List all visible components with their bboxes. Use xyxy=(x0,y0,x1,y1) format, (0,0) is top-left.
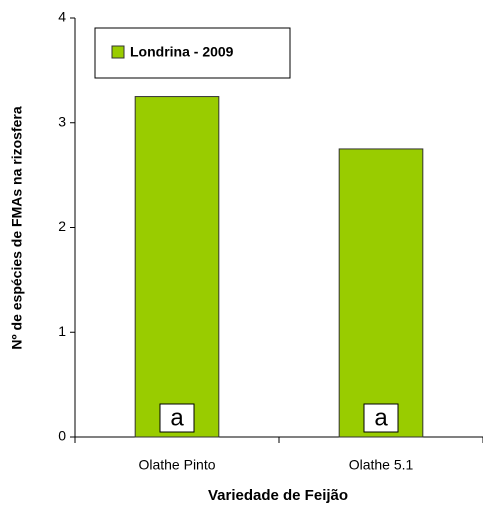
y-tick-label: 3 xyxy=(58,113,66,129)
legend-box xyxy=(94,27,291,79)
legend-swatch xyxy=(111,45,125,59)
x-tick-label: Olathe 5.1 xyxy=(349,457,414,473)
x-tick-label: Olathe Pinto xyxy=(138,457,215,473)
annotation-box xyxy=(363,403,399,433)
annotation: a xyxy=(170,404,184,431)
y-axis-label: Nº de espécies de FMAs na rizosfera xyxy=(9,106,25,349)
x-axis-label: Variedade de Feijão xyxy=(208,487,348,504)
y-tick-label: 4 xyxy=(58,9,66,25)
bar xyxy=(134,96,220,438)
legend-label: Londrina - 2009 xyxy=(130,44,234,60)
bar xyxy=(338,148,424,438)
y-tick-label: 0 xyxy=(58,428,66,444)
annotation-box xyxy=(159,403,195,433)
annotation: a xyxy=(374,404,388,431)
y-tick-label: 1 xyxy=(58,323,66,339)
y-tick-label: 2 xyxy=(58,218,66,234)
